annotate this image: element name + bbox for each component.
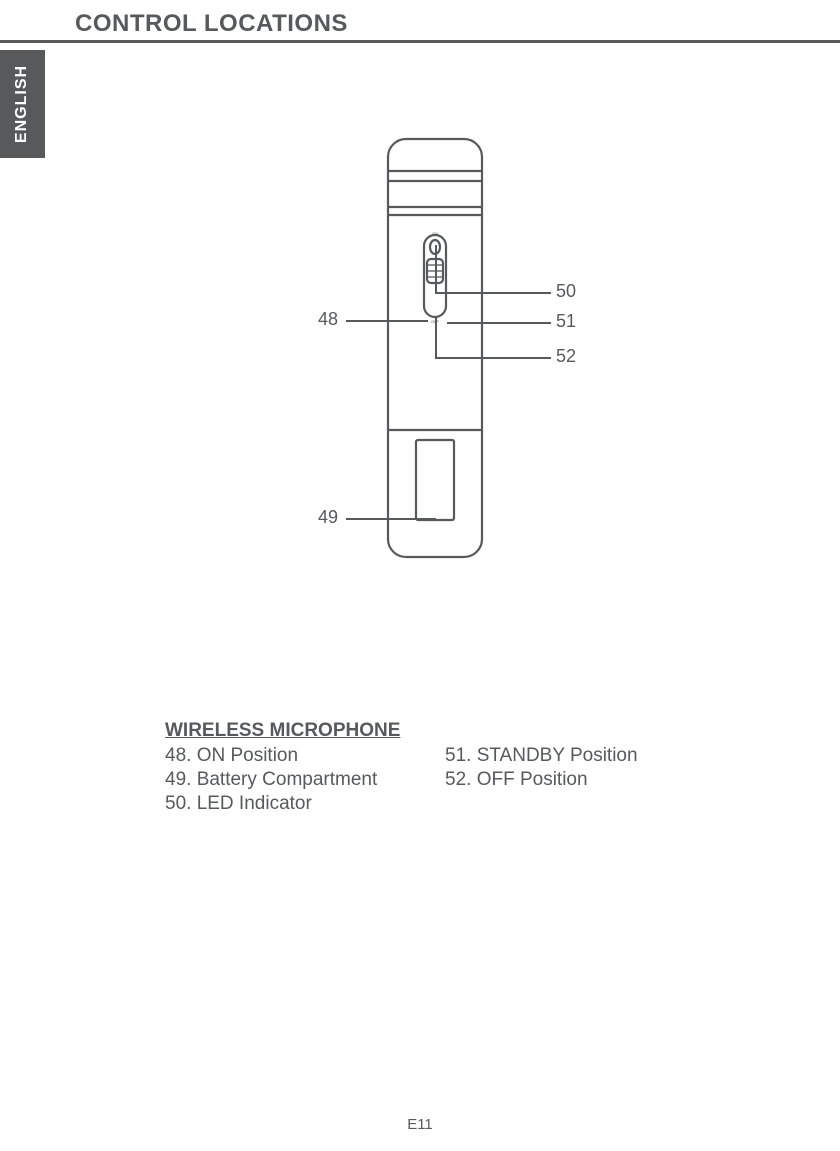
legend-item: 50. LED Indicator (165, 792, 445, 816)
callout-line-50 (435, 292, 551, 294)
callout-label-49: 49 (318, 507, 338, 528)
legend: WIRELESS MICROPHONE 48. ON Position 49. … (165, 720, 725, 815)
callout-line-49 (346, 518, 436, 520)
callout-line-50v (435, 245, 437, 292)
svg-text:ON: ON (432, 231, 438, 236)
callout-label-48: 48 (318, 309, 338, 330)
legend-item: 49. Battery Compartment (165, 768, 445, 792)
callout-line-52 (435, 357, 551, 359)
legend-title: WIRELESS MICROPHONE (165, 720, 725, 742)
callout-label-51: 51 (556, 311, 576, 332)
page-number: E11 (0, 1116, 840, 1133)
legend-col-1: 48. ON Position 49. Battery Compartment … (165, 744, 445, 815)
diagram-area: ON OFF 48 49 50 51 52 (0, 95, 840, 655)
legend-col-2: 51. STANDBY Position 52. OFF Position (445, 744, 725, 815)
callout-line-51 (447, 322, 551, 324)
callout-line-48 (346, 320, 428, 322)
callout-label-50: 50 (556, 281, 576, 302)
page-title: CONTROL LOCATIONS (75, 10, 348, 38)
title-rule (0, 40, 840, 43)
legend-item: 52. OFF Position (445, 768, 725, 792)
callout-line-52v (435, 317, 437, 357)
callout-label-52: 52 (556, 346, 576, 367)
legend-item: 51. STANDBY Position (445, 744, 725, 768)
legend-item: 48. ON Position (165, 744, 445, 768)
